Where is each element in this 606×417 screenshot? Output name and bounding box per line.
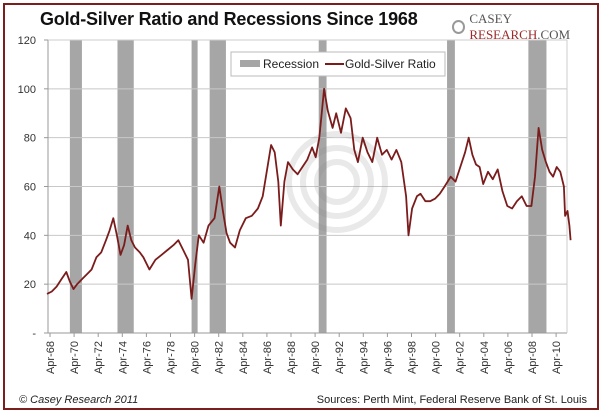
x-tick-label: Apr-76 [141, 341, 153, 374]
x-tick-label: Apr-70 [69, 341, 81, 374]
x-tick-label: Apr-72 [93, 341, 105, 374]
x-tick-label: Apr-00 [431, 341, 443, 374]
x-tick-label: Apr-88 [286, 341, 298, 374]
x-tick-label: Apr-96 [382, 341, 394, 374]
x-tick-label: Apr-78 [166, 341, 178, 374]
logo-text: CASEY RESEARCH.COM [469, 11, 606, 43]
y-tick-label: 100 [18, 84, 36, 96]
watermark-ring [300, 145, 374, 219]
x-tick-label: Apr-02 [455, 341, 467, 374]
logo-text-research: RESEARCH [469, 27, 538, 42]
legend: Recession Gold-Silver Ratio [230, 51, 446, 77]
y-tick-label: 20 [24, 279, 36, 291]
watermark-ring [314, 159, 360, 205]
x-tick-label: Apr-86 [262, 341, 274, 374]
legend-recession-swatch [240, 60, 260, 67]
x-tick-label: Apr-94 [358, 341, 370, 374]
x-tick-label: Apr-82 [214, 341, 226, 374]
legend-ratio-label: Gold-Silver Ratio [345, 57, 436, 71]
y-axis-ticks: - 20 40 60 80 100 120 [18, 35, 48, 340]
casey-research-logo: CASEY RESEARCH.COM [452, 11, 606, 43]
x-tick-label: Apr-10 [551, 341, 563, 374]
x-tick-label: Apr-74 [117, 341, 129, 374]
y-tick-label: 60 [24, 182, 36, 194]
gold-silver-ratio-line [46, 87, 572, 300]
x-axis-ticks: Apr-68 Apr-70 Apr-72 Apr-74 Apr-76 Apr-78 Apr-… [45, 333, 563, 374]
x-tick-label: Apr-04 [479, 341, 491, 374]
x-tick-label: Apr-68 [45, 341, 57, 374]
x-tick-label: Apr-92 [334, 341, 346, 374]
copyright-note: © Casey Research 2011 [19, 394, 139, 406]
logo-text-com: .COM [537, 27, 571, 42]
x-tick-label: Apr-98 [407, 341, 419, 374]
watermark-ring [286, 131, 388, 233]
logo-text-casey: CASEY [469, 11, 512, 26]
y-tick-label: 120 [18, 35, 36, 47]
y-tick-label: 40 [24, 230, 36, 242]
x-tick-label: Apr-08 [527, 341, 539, 374]
x-tick-label: Apr-90 [310, 341, 322, 374]
chart-frame [3, 3, 599, 410]
watermark-logo [286, 131, 388, 233]
x-tick-label: Apr-06 [503, 341, 515, 374]
x-tick-label: Apr-84 [238, 341, 250, 374]
chart-title: Gold-Silver Ratio and Recessions Since 1… [40, 9, 418, 29]
y-tick-label: 80 [24, 133, 36, 145]
legend-recession-label: Recession [263, 57, 319, 71]
y-tick-label: - [32, 328, 36, 340]
x-tick-label: Apr-80 [190, 341, 202, 374]
logo-swirl-icon [452, 20, 466, 34]
sources-note: Sources: Perth Mint, Federal Reserve Ban… [316, 394, 587, 406]
